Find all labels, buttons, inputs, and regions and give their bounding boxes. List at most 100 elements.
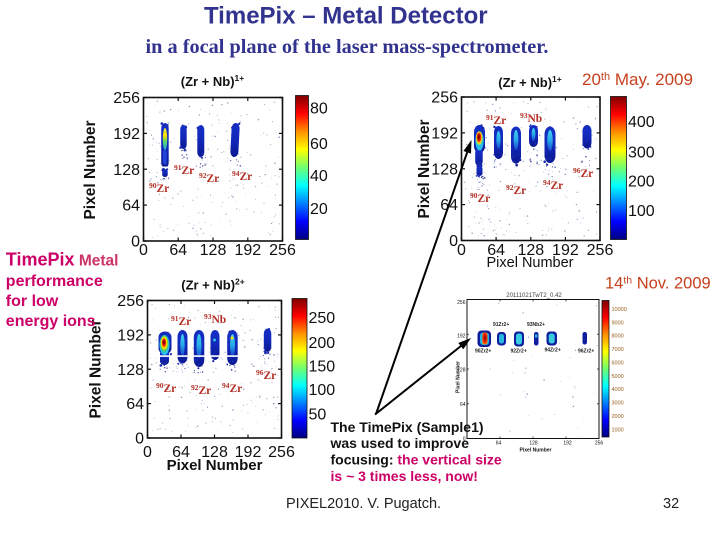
svg-text:energy ions: energy ions bbox=[6, 313, 96, 330]
svg-text:91Zr: 91Zr bbox=[486, 113, 506, 127]
svg-text:128: 128 bbox=[200, 242, 227, 259]
svg-text:TimePix Metal: TimePix Metal bbox=[6, 249, 119, 269]
svg-text:94Zr: 94Zr bbox=[543, 178, 563, 192]
svg-text:0: 0 bbox=[139, 242, 148, 259]
svg-text:Pixel Number: Pixel Number bbox=[520, 448, 552, 454]
svg-text:Pixel Number: Pixel Number bbox=[486, 255, 573, 271]
svg-text:1000: 1000 bbox=[612, 427, 624, 433]
svg-text:focusing: the vertical size: focusing: the vertical size bbox=[331, 452, 502, 468]
svg-text:64: 64 bbox=[172, 444, 190, 461]
svg-text:(Zr + Nb)2+: (Zr + Nb)2+ bbox=[181, 277, 245, 293]
svg-text:200: 200 bbox=[309, 335, 336, 352]
svg-text:96Zr: 96Zr bbox=[256, 368, 276, 382]
svg-text:7000: 7000 bbox=[612, 347, 624, 353]
svg-text:93Nb: 93Nb bbox=[520, 111, 542, 125]
svg-text:64: 64 bbox=[487, 242, 505, 259]
svg-text:100: 100 bbox=[628, 203, 655, 220]
svg-text:256: 256 bbox=[431, 90, 458, 107]
svg-text:8000: 8000 bbox=[612, 334, 624, 340]
svg-text:40: 40 bbox=[310, 168, 328, 185]
svg-text:92Zr: 92Zr bbox=[191, 383, 211, 397]
svg-text:128: 128 bbox=[457, 367, 466, 373]
svg-text:5000: 5000 bbox=[612, 374, 624, 380]
svg-text:Pixel Number: Pixel Number bbox=[456, 361, 462, 393]
svg-text:96Zr: 96Zr bbox=[573, 166, 593, 180]
svg-text:(Zr + Nb)1+: (Zr + Nb)1+ bbox=[181, 73, 245, 89]
svg-text:256: 256 bbox=[113, 90, 140, 107]
svg-text:64: 64 bbox=[126, 396, 144, 413]
svg-text:in a focal plane of the laser: in a focal plane of the laser mass-spect… bbox=[146, 36, 549, 58]
svg-text:128: 128 bbox=[117, 362, 144, 379]
svg-text:192: 192 bbox=[563, 441, 572, 447]
svg-text:80: 80 bbox=[310, 100, 328, 117]
svg-text:0: 0 bbox=[143, 444, 152, 461]
svg-text:192: 192 bbox=[457, 333, 466, 339]
svg-text:20111021TwT2_0.42: 20111021TwT2_0.42 bbox=[506, 293, 562, 299]
svg-text:3000: 3000 bbox=[612, 401, 624, 407]
svg-text:64: 64 bbox=[169, 242, 187, 259]
svg-text:64: 64 bbox=[460, 402, 466, 408]
svg-text:128: 128 bbox=[431, 161, 458, 178]
svg-text:92Zr2+: 92Zr2+ bbox=[511, 349, 527, 355]
svg-text:94Zr2+: 94Zr2+ bbox=[545, 348, 561, 354]
svg-text:9000: 9000 bbox=[612, 320, 624, 326]
svg-text:6000: 6000 bbox=[612, 360, 624, 366]
svg-text:20: 20 bbox=[310, 201, 328, 218]
svg-text:200: 200 bbox=[628, 174, 655, 191]
svg-text:256: 256 bbox=[268, 444, 295, 461]
svg-text:The TimePix (Sample1): The TimePix (Sample1) bbox=[331, 419, 484, 435]
svg-text:192: 192 bbox=[431, 126, 458, 143]
svg-text:PIXEL2010. V. Pugatch.: PIXEL2010. V. Pugatch. bbox=[286, 496, 441, 512]
svg-text:91Zr: 91Zr bbox=[174, 163, 194, 177]
svg-text:TimePix – Metal Detector: TimePix – Metal Detector bbox=[204, 3, 488, 30]
svg-text:90Zr: 90Zr bbox=[149, 181, 169, 195]
svg-text:96Zr2+: 96Zr2+ bbox=[578, 349, 594, 355]
svg-text:was used to improve: was used to improve bbox=[330, 435, 470, 451]
svg-text:Pixel Number: Pixel Number bbox=[82, 120, 99, 219]
svg-text:400: 400 bbox=[628, 114, 655, 131]
svg-text:Pixel Number: Pixel Number bbox=[167, 457, 263, 474]
svg-text:0: 0 bbox=[457, 242, 466, 259]
svg-text:0: 0 bbox=[463, 436, 466, 442]
svg-text:10000: 10000 bbox=[612, 307, 627, 313]
svg-text:250: 250 bbox=[309, 310, 336, 327]
svg-text:is ~ 3 times less, now!: is ~ 3 times less, now! bbox=[331, 468, 478, 484]
svg-text:60: 60 bbox=[310, 136, 328, 153]
svg-text:(Zr + Nb)1+: (Zr + Nb)1+ bbox=[498, 74, 562, 90]
svg-text:100: 100 bbox=[309, 382, 336, 399]
svg-text:performance: performance bbox=[6, 273, 103, 290]
svg-text:92Zr: 92Zr bbox=[506, 183, 526, 197]
svg-text:94Zr: 94Zr bbox=[222, 381, 242, 395]
svg-text:92Zr: 92Zr bbox=[199, 171, 219, 185]
svg-text:128: 128 bbox=[201, 444, 228, 461]
svg-text:20th May. 2009: 20th May. 2009 bbox=[582, 70, 693, 89]
svg-text:2000: 2000 bbox=[612, 414, 624, 420]
svg-text:256: 256 bbox=[269, 242, 296, 259]
svg-text:128: 128 bbox=[529, 441, 538, 447]
svg-text:0: 0 bbox=[131, 234, 140, 251]
svg-text:256: 256 bbox=[117, 293, 144, 310]
svg-text:90Zr2+: 90Zr2+ bbox=[475, 349, 491, 355]
svg-text:256: 256 bbox=[457, 300, 466, 306]
svg-text:50: 50 bbox=[309, 407, 327, 424]
svg-text:32: 32 bbox=[663, 496, 679, 512]
svg-text:64: 64 bbox=[496, 441, 502, 447]
svg-text:for low: for low bbox=[6, 293, 59, 310]
svg-text:256: 256 bbox=[587, 242, 614, 259]
svg-text:300: 300 bbox=[628, 145, 655, 162]
svg-text:192: 192 bbox=[235, 444, 262, 461]
svg-text:64: 64 bbox=[122, 198, 140, 215]
svg-text:91Zr: 91Zr bbox=[171, 314, 191, 328]
svg-text:93Nb2+: 93Nb2+ bbox=[527, 322, 545, 328]
svg-text:150: 150 bbox=[309, 359, 336, 376]
svg-text:192: 192 bbox=[113, 126, 140, 143]
svg-text:192: 192 bbox=[117, 328, 144, 345]
svg-text:192: 192 bbox=[552, 242, 579, 259]
svg-text:Pixel Number: Pixel Number bbox=[88, 319, 105, 418]
svg-text:128: 128 bbox=[517, 242, 544, 259]
svg-text:14th Nov. 2009: 14th Nov. 2009 bbox=[605, 275, 711, 293]
svg-text:256: 256 bbox=[595, 441, 604, 447]
svg-text:93Nb: 93Nb bbox=[204, 312, 226, 326]
svg-text:91Zr2+: 91Zr2+ bbox=[493, 322, 509, 328]
svg-text:192: 192 bbox=[234, 242, 261, 259]
